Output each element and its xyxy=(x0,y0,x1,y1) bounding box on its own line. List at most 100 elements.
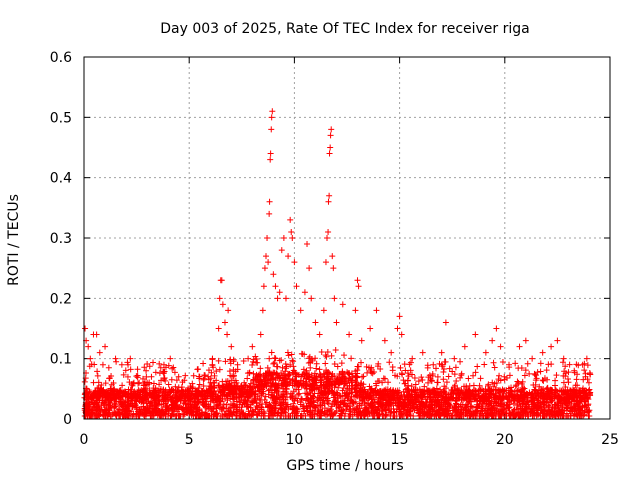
data-point xyxy=(148,373,155,380)
data-point xyxy=(527,407,534,414)
data-point xyxy=(189,380,196,387)
data-point xyxy=(87,355,94,362)
data-point xyxy=(190,372,197,379)
data-point xyxy=(127,366,134,373)
data-point xyxy=(479,386,486,393)
data-point xyxy=(536,383,543,390)
data-point xyxy=(325,390,332,397)
data-point xyxy=(201,375,208,382)
data-point xyxy=(112,411,119,418)
data-point xyxy=(278,399,285,406)
data-point xyxy=(515,386,522,393)
data-point xyxy=(559,359,566,366)
data-point xyxy=(358,337,365,344)
data-point xyxy=(168,376,175,383)
data-point xyxy=(379,379,386,386)
data-point xyxy=(497,403,504,410)
data-point xyxy=(265,259,272,266)
data-point xyxy=(396,406,403,413)
data-point xyxy=(234,366,241,373)
data-point xyxy=(340,384,347,391)
data-point xyxy=(194,406,201,413)
data-point xyxy=(320,307,327,314)
data-point xyxy=(560,355,567,362)
data-point xyxy=(267,412,274,419)
data-point xyxy=(284,401,291,408)
data-point xyxy=(485,400,492,407)
data-point xyxy=(341,378,348,385)
data-point xyxy=(553,372,560,379)
data-point xyxy=(274,363,281,370)
data-point xyxy=(445,373,452,380)
data-point xyxy=(170,364,177,371)
data-point xyxy=(391,390,398,397)
data-point xyxy=(529,396,536,403)
data-point xyxy=(132,400,139,407)
data-point xyxy=(230,409,237,416)
data-point xyxy=(146,379,153,386)
data-point xyxy=(482,394,489,401)
data-point xyxy=(194,366,201,373)
data-point xyxy=(93,400,100,407)
data-point xyxy=(250,379,257,386)
data-point xyxy=(106,407,113,414)
y-tick-label: 0.5 xyxy=(50,110,72,126)
data-point xyxy=(388,349,395,356)
data-point xyxy=(211,403,218,410)
x-tick-label: 20 xyxy=(496,432,514,448)
data-point xyxy=(443,406,450,413)
data-point xyxy=(332,398,339,405)
data-point xyxy=(313,373,320,380)
data-point xyxy=(290,363,297,370)
data-point xyxy=(306,265,313,272)
data-point xyxy=(440,376,447,383)
data-point xyxy=(546,393,553,400)
data-point xyxy=(146,363,153,370)
data-point xyxy=(342,410,349,417)
data-point xyxy=(471,395,478,402)
data-point xyxy=(362,404,369,411)
data-point xyxy=(460,383,467,390)
data-point xyxy=(468,390,475,397)
data-point xyxy=(341,400,348,407)
data-point xyxy=(519,401,526,408)
data-point xyxy=(95,379,102,386)
data-point xyxy=(289,235,296,241)
data-point xyxy=(143,367,150,374)
data-point xyxy=(149,390,156,397)
data-point xyxy=(386,388,393,395)
data-point xyxy=(444,410,451,417)
data-point xyxy=(263,380,270,387)
data-point xyxy=(270,271,277,278)
data-point xyxy=(182,400,189,407)
data-point xyxy=(458,408,465,415)
data-point xyxy=(418,394,425,401)
data-point xyxy=(566,361,573,368)
data-point xyxy=(437,386,444,393)
data-point xyxy=(82,325,89,332)
data-point xyxy=(289,357,296,364)
data-point xyxy=(130,389,137,396)
data-point xyxy=(439,394,446,401)
data-point xyxy=(200,376,207,383)
data-point xyxy=(284,349,291,356)
data-point xyxy=(445,391,452,398)
data-point xyxy=(169,365,176,372)
data-point xyxy=(201,393,208,400)
data-point xyxy=(113,358,120,365)
data-point xyxy=(188,404,195,411)
data-point xyxy=(556,397,563,404)
data-point xyxy=(404,411,411,418)
data-point xyxy=(257,371,264,378)
data-point xyxy=(462,394,469,401)
data-point xyxy=(500,388,507,395)
data-point xyxy=(259,307,266,314)
data-point xyxy=(213,377,220,384)
x-tick-label: 15 xyxy=(391,432,409,448)
data-point xyxy=(287,216,294,223)
data-point xyxy=(187,385,194,392)
data-point xyxy=(225,307,232,314)
data-point xyxy=(499,406,506,413)
data-point xyxy=(284,381,291,388)
data-point xyxy=(451,355,458,362)
